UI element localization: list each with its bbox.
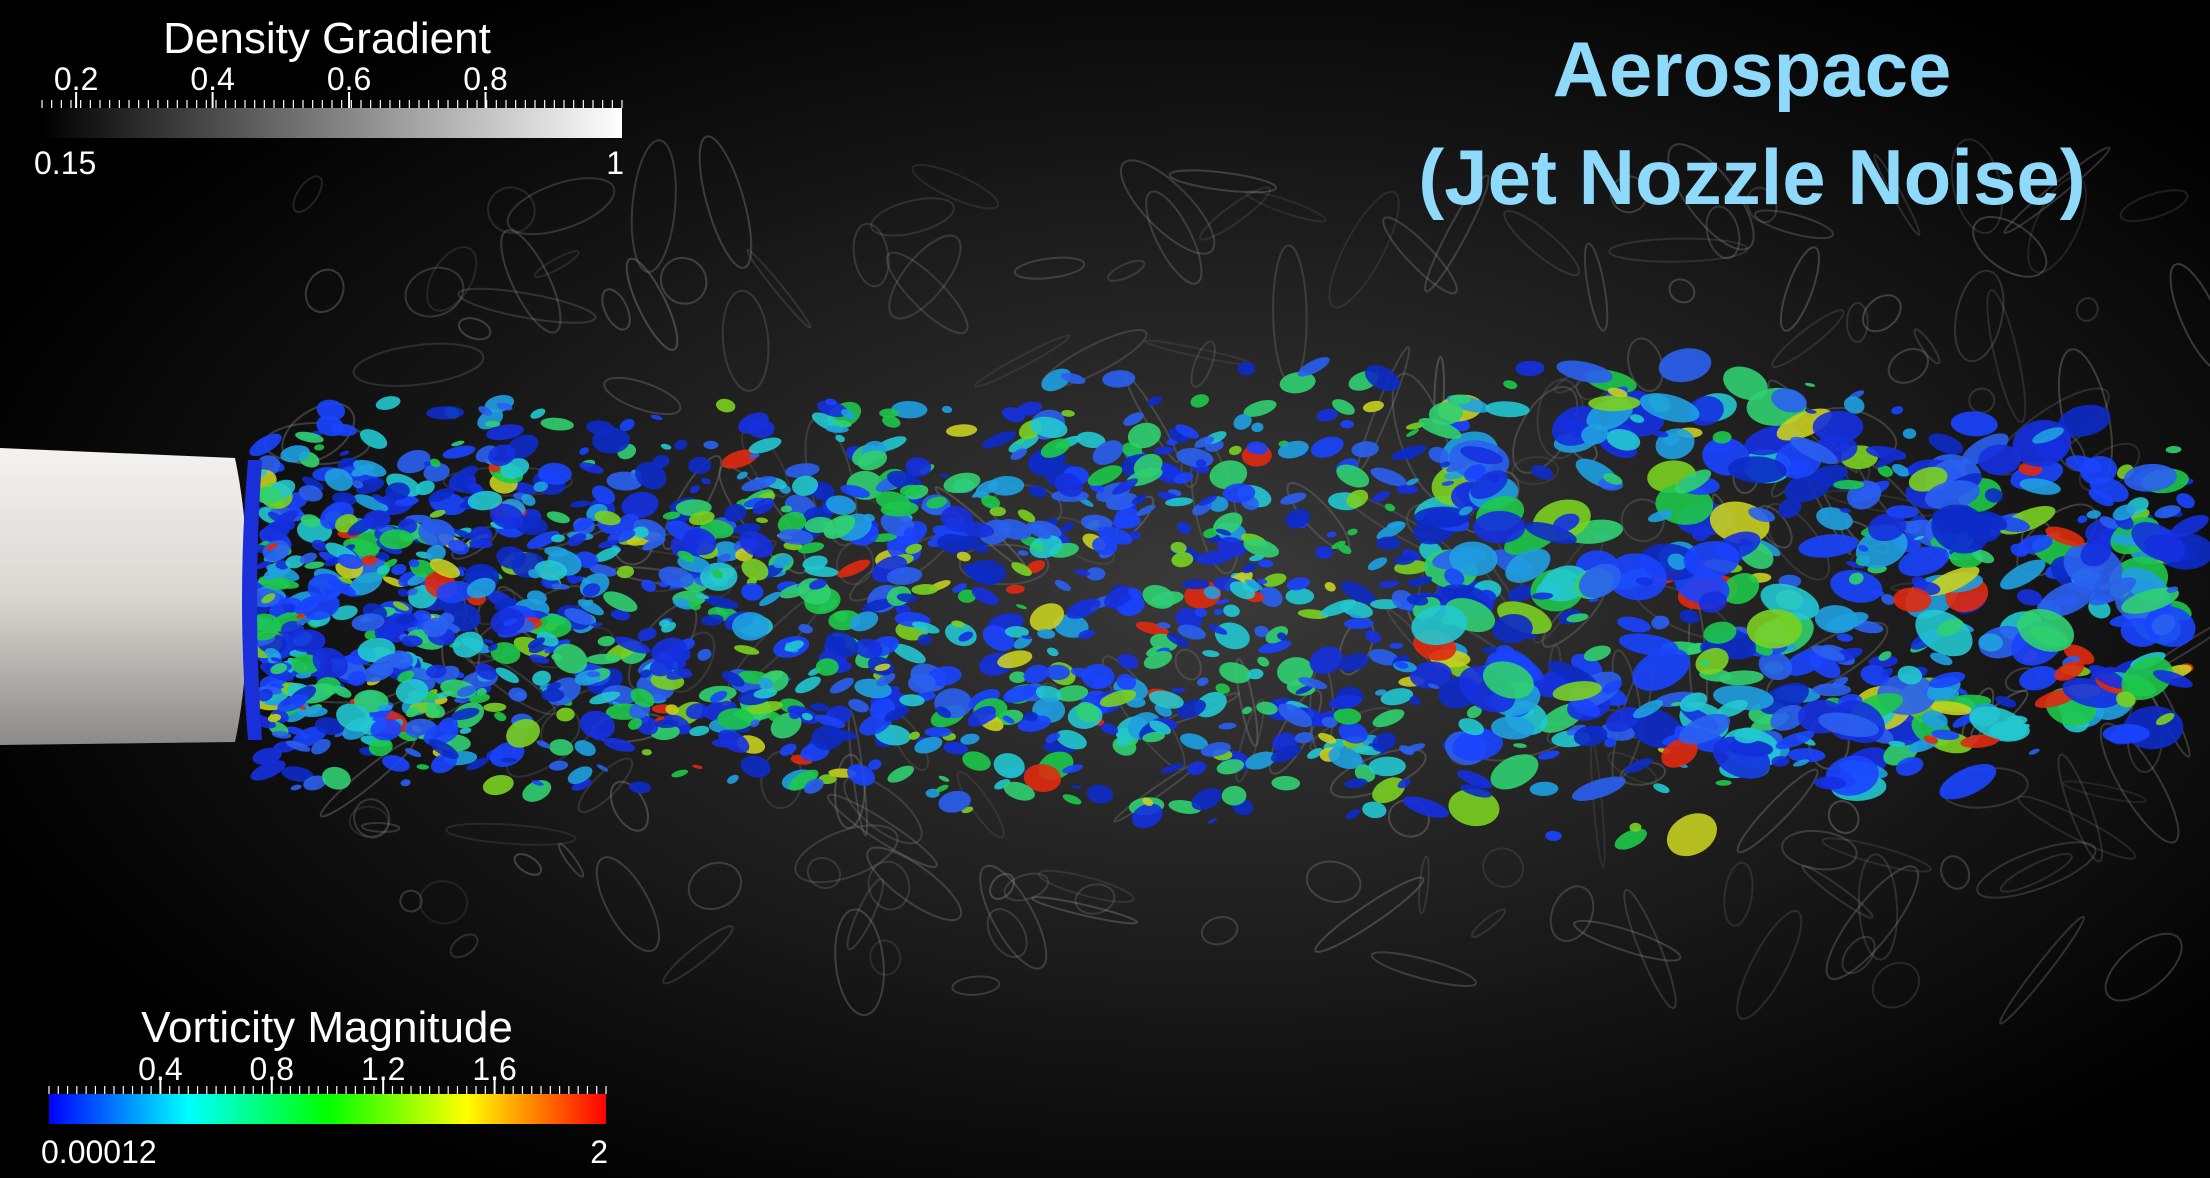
vorticity-legend-title: Vorticity Magnitude bbox=[141, 1003, 513, 1052]
vortex-blob bbox=[587, 671, 600, 677]
vortex-blob bbox=[717, 708, 754, 730]
vortex-blob bbox=[1182, 579, 1210, 589]
max-label: 1 bbox=[606, 145, 624, 181]
vortex-blob bbox=[1315, 546, 1333, 559]
vortex-blob bbox=[501, 758, 517, 763]
tick-label: 0.4 bbox=[190, 61, 234, 97]
page: {"title": {"line1": "Aerospace", "line2"… bbox=[0, 0, 2210, 1178]
tick-label: 1.6 bbox=[472, 1051, 516, 1087]
title-line2: (Jet Nozzle Noise) bbox=[1418, 133, 2085, 221]
tick-label: 0.4 bbox=[138, 1051, 182, 1087]
max-label: 2 bbox=[590, 1134, 608, 1170]
tick-label: 1.2 bbox=[361, 1051, 405, 1087]
tick-label: 0.2 bbox=[54, 61, 98, 97]
tick-label: 0.8 bbox=[463, 61, 507, 97]
vortex-blob bbox=[1376, 537, 1401, 550]
vortex-blob bbox=[879, 409, 899, 418]
vortex-blob bbox=[925, 727, 952, 737]
min-label: 0.15 bbox=[34, 145, 96, 181]
vortex-blob bbox=[439, 613, 455, 625]
vortex-blob bbox=[1833, 480, 1864, 489]
density-colorbar bbox=[42, 108, 622, 138]
title-line1: Aerospace bbox=[1553, 25, 1952, 113]
nozzle bbox=[0, 448, 248, 745]
vortex-blob bbox=[1812, 683, 1851, 696]
min-label: 0.00012 bbox=[41, 1134, 157, 1170]
density-legend-title: Density Gradient bbox=[163, 14, 491, 63]
tick-label: 0.6 bbox=[327, 61, 371, 97]
visualization: Aerospace (Jet Nozzle Noise) Density Gra… bbox=[0, 0, 2210, 1178]
tick-label: 0.8 bbox=[250, 1051, 294, 1087]
vortex-blob bbox=[485, 421, 500, 427]
vorticity-colorbar bbox=[49, 1094, 606, 1124]
